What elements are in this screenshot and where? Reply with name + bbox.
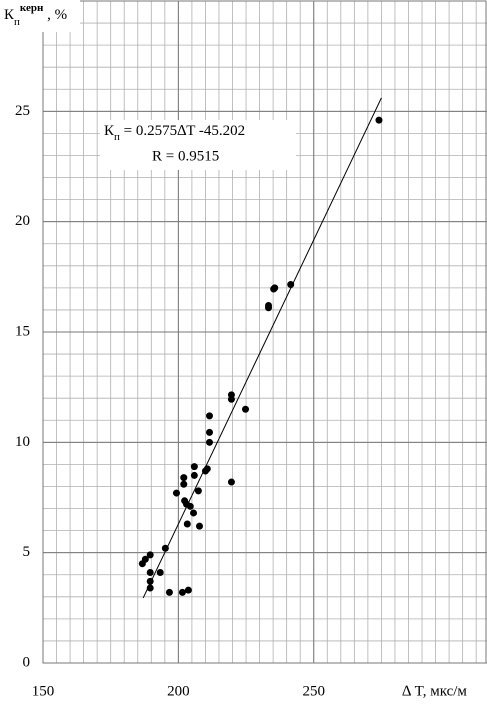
point xyxy=(184,586,192,594)
point xyxy=(227,395,235,403)
point xyxy=(146,584,154,592)
y-tick-label: 25 xyxy=(15,103,30,119)
point xyxy=(183,520,191,528)
annotation-bg xyxy=(100,120,296,170)
point xyxy=(270,285,278,293)
y-tick-label: 0 xyxy=(23,654,31,670)
point xyxy=(180,474,188,482)
point xyxy=(190,471,198,479)
point xyxy=(287,281,295,289)
point xyxy=(138,560,146,568)
trend-line xyxy=(142,97,382,599)
point xyxy=(156,569,164,577)
label-bg xyxy=(0,0,80,32)
y-tick-label: 5 xyxy=(23,544,31,560)
y-tick-label: 15 xyxy=(15,323,30,339)
point xyxy=(227,478,235,486)
x-tick-label: 250 xyxy=(302,683,325,699)
x-tick-label: 200 xyxy=(167,683,190,699)
y-tick-label: 10 xyxy=(15,434,30,450)
point xyxy=(172,489,180,497)
point xyxy=(194,487,202,495)
point xyxy=(195,522,203,530)
point xyxy=(146,577,154,585)
point xyxy=(180,480,188,488)
point xyxy=(265,304,273,312)
point xyxy=(375,116,383,124)
marks xyxy=(138,97,383,599)
point xyxy=(146,569,154,577)
y-tick-label: 20 xyxy=(15,213,30,229)
r-value: R = 0.9515 xyxy=(152,148,219,164)
point xyxy=(206,438,213,446)
point xyxy=(146,551,154,559)
point xyxy=(201,467,209,475)
point xyxy=(186,502,194,510)
point xyxy=(206,428,213,436)
x-axis-label: ∆ T, мкс/м xyxy=(402,683,467,699)
grid xyxy=(42,0,487,664)
point xyxy=(165,588,173,596)
point xyxy=(206,412,213,420)
plot-frame xyxy=(42,0,487,664)
point xyxy=(178,588,186,596)
point xyxy=(242,405,250,413)
point xyxy=(161,544,169,552)
y-axis-label: Кпкерн , % xyxy=(4,2,67,28)
x-tick-label: 150 xyxy=(32,683,55,699)
point xyxy=(190,509,198,517)
point xyxy=(190,463,198,471)
equation: Кп = 0.2575∆T -45.202 xyxy=(104,123,245,142)
